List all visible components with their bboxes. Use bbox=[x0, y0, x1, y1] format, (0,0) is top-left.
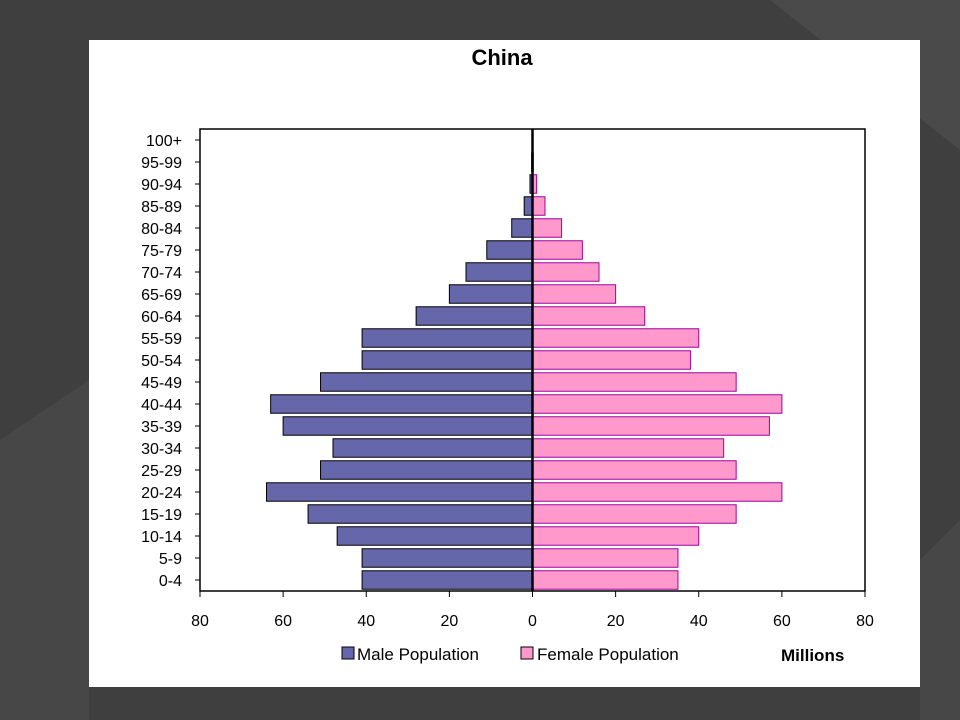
female-bar bbox=[532, 196, 546, 216]
x-tick-label: 0 bbox=[528, 613, 537, 630]
male-bar bbox=[511, 218, 533, 238]
y-tick-label: 5-9 bbox=[159, 551, 182, 568]
y-tick-label: 15-19 bbox=[141, 507, 182, 524]
background-facet bbox=[0, 380, 89, 720]
x-tick-label: 20 bbox=[607, 613, 625, 630]
legend-label-female: Female Population bbox=[537, 645, 679, 664]
female-bar bbox=[532, 548, 679, 568]
legend-swatch-female bbox=[520, 646, 534, 660]
y-tick-label: 50-54 bbox=[141, 353, 182, 370]
population-pyramid-chart: China 0-4 5-9 10-14 15-19 20-24 25-29 30-34 35-… bbox=[141, 45, 874, 665]
female-bar bbox=[532, 416, 770, 436]
x-tick-label: 40 bbox=[357, 613, 375, 630]
female-bar bbox=[532, 438, 725, 458]
y-tick-label: 0-4 bbox=[159, 573, 182, 590]
male-bar bbox=[307, 504, 533, 524]
male-bar bbox=[361, 350, 533, 370]
y-tick-label: 40-44 bbox=[141, 397, 182, 414]
y-tick-label: 55-59 bbox=[141, 331, 182, 348]
male-bar bbox=[465, 262, 533, 282]
female-bar bbox=[532, 218, 563, 238]
female-bar bbox=[532, 350, 691, 370]
legend-swatch-male bbox=[341, 646, 355, 660]
y-tick-label: 60-64 bbox=[141, 309, 182, 326]
y-tick-label: 10-14 bbox=[141, 529, 182, 546]
y-tick-label: 80-84 bbox=[141, 221, 182, 238]
y-tick-label: 95-99 bbox=[141, 155, 182, 172]
y-tick-label: 30-34 bbox=[141, 441, 182, 458]
male-bar bbox=[486, 240, 533, 260]
male-bar bbox=[282, 416, 533, 436]
female-bar bbox=[532, 504, 737, 524]
male-bar bbox=[332, 438, 533, 458]
chart-title: China bbox=[471, 45, 533, 70]
y-tick-label: 75-79 bbox=[141, 243, 182, 260]
female-bar bbox=[532, 482, 783, 502]
male-bar bbox=[336, 526, 533, 546]
male-bar bbox=[361, 548, 533, 568]
male-bar bbox=[266, 482, 533, 502]
male-bar bbox=[270, 394, 533, 414]
x-tick-label: 60 bbox=[274, 613, 292, 630]
y-tick-label: 100+ bbox=[146, 133, 182, 150]
female-bar bbox=[532, 306, 646, 326]
y-tick-label: 20-24 bbox=[141, 485, 182, 502]
x-tick-label: 80 bbox=[191, 613, 209, 630]
background-facet bbox=[920, 520, 960, 720]
x-tick-label: 20 bbox=[440, 613, 458, 630]
legend: Male Population Female Population Millio… bbox=[341, 645, 844, 665]
female-bar bbox=[532, 394, 783, 414]
x-tick-label: 60 bbox=[773, 613, 791, 630]
y-tick-label: 25-29 bbox=[141, 463, 182, 480]
male-bar bbox=[320, 460, 533, 480]
chart-panel: China 0-4 5-9 10-14 15-19 20-24 25-29 30-34 35-… bbox=[89, 40, 920, 687]
y-tick-label: 90-94 bbox=[141, 177, 182, 194]
female-bar bbox=[532, 240, 583, 260]
units-label: Millions bbox=[781, 646, 844, 665]
female-bar bbox=[532, 372, 737, 392]
female-bar bbox=[532, 262, 600, 282]
x-tick-label: 80 bbox=[856, 613, 874, 630]
female-bar bbox=[532, 284, 617, 304]
male-bar bbox=[361, 328, 533, 348]
female-bar bbox=[532, 570, 679, 590]
y-tick-label: 70-74 bbox=[141, 265, 182, 282]
y-tick-label: 65-69 bbox=[141, 287, 182, 304]
male-bar bbox=[361, 570, 533, 590]
legend-label-male: Male Population bbox=[357, 645, 479, 664]
y-tick-label: 85-89 bbox=[141, 199, 182, 216]
female-bar bbox=[532, 526, 700, 546]
y-tick-label: 35-39 bbox=[141, 419, 182, 436]
male-bar bbox=[415, 306, 533, 326]
y-tick-label: 45-49 bbox=[141, 375, 182, 392]
male-bar bbox=[320, 372, 533, 392]
female-bar bbox=[532, 328, 700, 348]
female-bar bbox=[532, 460, 737, 480]
x-tick-label: 40 bbox=[690, 613, 708, 630]
male-bar bbox=[448, 284, 533, 304]
